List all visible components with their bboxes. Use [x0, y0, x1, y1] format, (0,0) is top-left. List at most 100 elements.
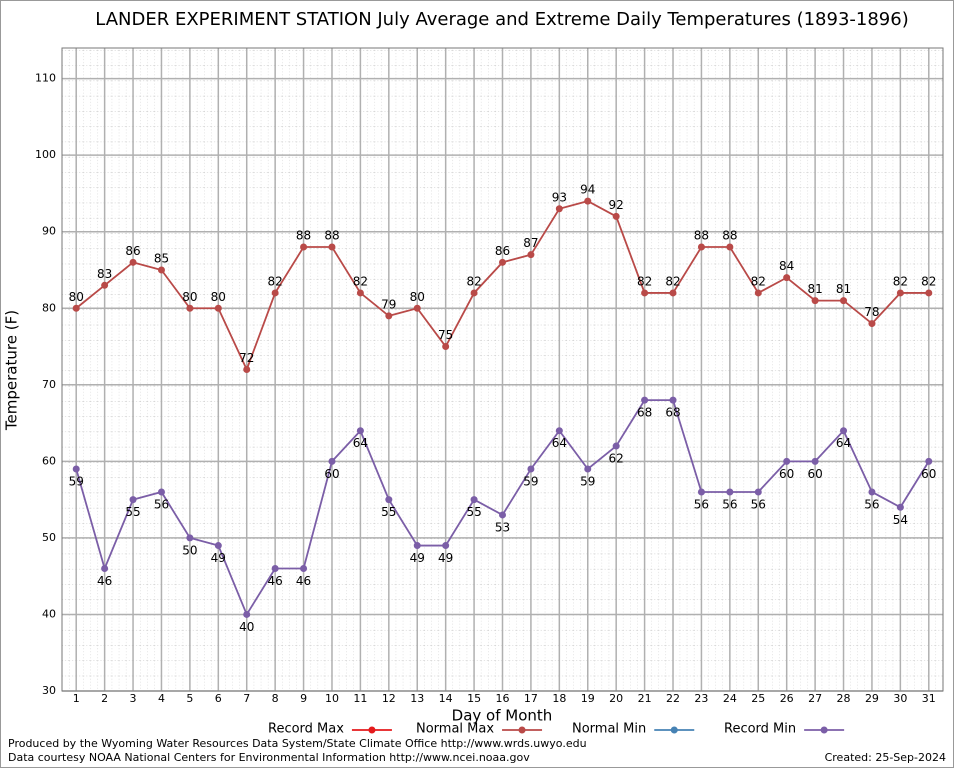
x-tick-label: 9 [300, 692, 307, 705]
data-label: 53 [495, 520, 510, 534]
data-label: 46 [296, 574, 311, 588]
x-tick-label: 12 [382, 692, 396, 705]
x-tick-label: 2 [101, 692, 108, 705]
legend-marker [670, 726, 678, 734]
data-point [214, 542, 222, 550]
y-tick-label: 70 [42, 378, 56, 391]
data-label: 82 [353, 274, 368, 288]
x-tick-label: 17 [524, 692, 538, 705]
data-label: 46 [268, 574, 283, 588]
data-label: 49 [211, 551, 226, 565]
x-tick-label: 7 [243, 692, 250, 705]
x-tick-label: 5 [186, 692, 193, 705]
data-label: 86 [495, 244, 510, 258]
x-tick-label: 24 [723, 692, 737, 705]
data-label: 68 [665, 406, 680, 420]
data-label: 88 [722, 229, 737, 243]
data-label: 83 [97, 267, 112, 281]
data-point [300, 565, 308, 573]
data-point [697, 243, 705, 251]
data-point [129, 496, 137, 504]
data-label: 60 [921, 467, 936, 481]
data-point [925, 457, 933, 465]
data-point [612, 212, 620, 220]
data-point [783, 457, 791, 465]
data-label: 46 [97, 574, 112, 588]
x-tick-label: 18 [552, 692, 566, 705]
y-tick-label: 60 [42, 454, 56, 467]
y-tick-label: 50 [42, 531, 56, 544]
legend-label: Record Max [268, 722, 344, 737]
legend-label: Normal Max [416, 722, 494, 737]
data-point [641, 396, 649, 404]
data-point [783, 274, 791, 282]
data-label: 80 [410, 290, 425, 304]
data-point [584, 465, 592, 473]
data-point [555, 205, 563, 213]
data-point [896, 289, 904, 297]
data-point [868, 488, 876, 496]
x-tick-label: 14 [439, 692, 453, 705]
x-tick-label: 25 [751, 692, 765, 705]
data-point [584, 197, 592, 205]
x-tick-label: 20 [609, 692, 623, 705]
created-date: Created: 25-Sep-2024 [825, 751, 946, 764]
data-label: 94 [580, 183, 595, 197]
data-point [555, 427, 563, 435]
x-tick-label: 29 [865, 692, 879, 705]
data-label: 59 [580, 475, 595, 489]
data-label: 79 [381, 297, 396, 311]
data-label: 82 [268, 274, 283, 288]
data-point [214, 304, 222, 312]
data-point [243, 610, 251, 618]
data-label: 81 [836, 282, 851, 296]
data-label: 80 [182, 290, 197, 304]
data-point [840, 297, 848, 305]
data-point [413, 542, 421, 550]
data-point [925, 289, 933, 297]
x-tick-label: 30 [893, 692, 907, 705]
data-point [72, 304, 80, 312]
y-tick-label: 90 [42, 225, 56, 238]
x-tick-label: 19 [581, 692, 595, 705]
data-point [356, 289, 364, 297]
data-label: 56 [694, 497, 709, 511]
data-point [470, 289, 478, 297]
data-label: 59 [523, 475, 538, 489]
x-tick-label: 3 [130, 692, 137, 705]
data-point [669, 289, 677, 297]
data-label: 86 [125, 244, 140, 258]
data-point [385, 496, 393, 504]
data-label: 60 [807, 467, 822, 481]
data-point [470, 496, 478, 504]
data-point [840, 427, 848, 435]
data-label: 82 [751, 274, 766, 288]
data-label: 54 [893, 513, 908, 527]
y-tick-label: 110 [35, 72, 56, 85]
data-label: 81 [807, 282, 822, 296]
data-label: 60 [324, 467, 339, 481]
data-point [101, 281, 109, 289]
data-label: 55 [381, 505, 396, 519]
data-point [385, 312, 393, 320]
data-label: 56 [154, 497, 169, 511]
data-point [754, 488, 762, 496]
x-tick-label: 26 [780, 692, 794, 705]
data-label: 55 [125, 505, 140, 519]
data-label: 88 [324, 229, 339, 243]
data-label: 64 [353, 436, 368, 450]
data-label: 64 [836, 436, 851, 450]
data-label: 93 [552, 190, 567, 204]
y-axis-label: Temperature (F) [3, 310, 21, 431]
data-label: 62 [609, 452, 624, 466]
x-tick-label: 31 [922, 692, 936, 705]
data-label: 40 [239, 620, 254, 634]
data-label: 56 [722, 497, 737, 511]
data-label: 87 [523, 236, 538, 250]
data-label: 68 [637, 406, 652, 420]
data-label: 82 [466, 274, 481, 288]
data-point [669, 396, 677, 404]
data-point [328, 457, 336, 465]
data-label: 84 [779, 259, 794, 273]
